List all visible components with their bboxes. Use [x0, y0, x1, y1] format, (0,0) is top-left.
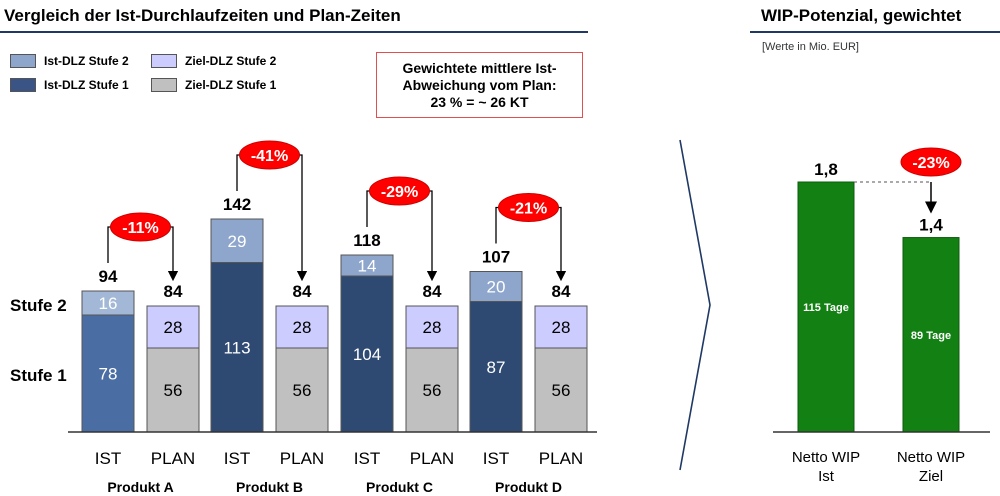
legend-swatch [151, 78, 177, 92]
legend-label: Ziel-DLZ Stufe 1 [185, 78, 277, 92]
legend-ist-stufe1: Ist-DLZ Stufe 1 [10, 76, 129, 94]
bar-value-label: 56 [164, 381, 183, 400]
bar-ist-stufe2 [81, 290, 135, 316]
bar-total-label: 94 [99, 267, 118, 286]
legend-ziel-stufe1: Ziel-DLZ Stufe 1 [151, 76, 276, 94]
bar-total-label: 118 [353, 231, 380, 250]
wip-value-label: 1,8 [814, 160, 838, 179]
deviation-label: -29% [381, 184, 418, 201]
bar-plan-stufe2 [405, 305, 459, 349]
wip-category-label-line2: Ziel [919, 468, 943, 485]
bar-value-label: 104 [353, 345, 381, 364]
bar-value-label: 78 [99, 365, 118, 384]
x-tick-label: IST [224, 449, 250, 468]
bar-ist-stufe1 [210, 262, 264, 433]
bar-value-label: 56 [293, 381, 312, 400]
bar-value-label: 29 [228, 232, 247, 251]
x-tick-label: PLAN [539, 449, 583, 468]
bar-value-label: 56 [552, 381, 571, 400]
group-label: Produkt D [495, 479, 562, 495]
x-tick-label: PLAN [151, 449, 195, 468]
legend-label: Ziel-DLZ Stufe 2 [185, 54, 277, 68]
note-line-1: Gewichtete mittlere Ist- [402, 59, 557, 76]
deviation-ellipse [369, 176, 430, 206]
wip-deviation-ellipse [900, 147, 962, 177]
chevron-separator [679, 139, 711, 471]
right-title-rule [750, 31, 1000, 33]
bar-plan-stufe2 [534, 305, 588, 349]
right-panel-subtitle: [Werte in Mio. EUR] [762, 41, 859, 53]
wip-category-label-line1: Netto WIP [897, 449, 965, 466]
legend-swatch [151, 54, 177, 68]
deviation-ellipse [498, 193, 559, 222]
group-label: Produkt C [366, 479, 433, 495]
right-panel-title: WIP-Potenzial, gewichtet [761, 6, 962, 25]
group-label: Produkt A [107, 479, 173, 495]
legend-ist-stufe2: Ist-DLZ Stufe 2 [10, 52, 129, 70]
bar-value-label: 28 [293, 318, 312, 337]
x-tick-label: PLAN [410, 449, 454, 468]
deviation-ellipse [110, 212, 171, 242]
deviation-ellipse [239, 140, 300, 170]
wip-value-label: 1,4 [919, 216, 943, 235]
bar-total-label: 142 [223, 195, 251, 214]
bar-ist-stufe2 [469, 271, 523, 302]
bar-plan-stufe2 [146, 305, 200, 349]
bar-value-label: 28 [552, 318, 571, 337]
legend-ziel-stufe2: Ziel-DLZ Stufe 2 [151, 52, 276, 70]
bar-value-label: 14 [358, 257, 377, 276]
deviation-label: -11% [122, 220, 158, 237]
wip-bar [902, 237, 960, 433]
wip-category-label-line2: Ist [818, 468, 835, 485]
bar-value-label: 20 [487, 278, 506, 297]
x-tick-label: IST [95, 449, 121, 468]
bar-total-label: 84 [164, 282, 183, 301]
bar-total-label: 84 [423, 282, 442, 301]
stage-label-stufe2: Stufe 2 [10, 296, 67, 315]
bar-plan-stufe1 [405, 347, 459, 433]
note-line-2: Abweichung vom Plan: [402, 76, 557, 93]
legend-swatch [10, 54, 36, 68]
deviation-note-box: Gewichtete mittlere Ist- Abweichung vom … [376, 52, 583, 118]
bar-ist-stufe2 [210, 218, 264, 263]
group-label: Produkt B [236, 479, 303, 495]
bar-plan-stufe1 [534, 347, 588, 433]
left-title-rule [0, 31, 588, 33]
bar-value-label: 56 [423, 381, 442, 400]
x-tick-label: IST [483, 449, 509, 468]
bar-value-label: 28 [423, 318, 442, 337]
note-line-3: 23 % = ~ 26 KT [430, 93, 529, 110]
wip-bar-inner-label: 89 Tage [911, 330, 951, 342]
wip-deviation-label: -23% [912, 155, 949, 172]
bar-total-label: 107 [482, 248, 510, 267]
deviation-label: -41% [251, 148, 288, 165]
wip-bar-inner-label: 115 Tage [803, 302, 849, 314]
left-panel-title: Vergleich der Ist-Durchlaufzeiten und Pl… [4, 6, 401, 25]
bar-value-label: 87 [487, 358, 506, 377]
deviation-label: -21% [510, 201, 547, 218]
bar-ist-stufe1 [469, 301, 523, 433]
wip-category-label-line1: Netto WIP [792, 449, 860, 466]
bar-ist-stufe2 [340, 254, 394, 277]
bar-total-label: 84 [552, 282, 571, 301]
bar-plan-stufe2 [275, 305, 329, 349]
legend-label: Ist-DLZ Stufe 1 [44, 78, 129, 92]
bar-value-label: 113 [223, 338, 250, 357]
x-tick-label: IST [354, 449, 380, 468]
stage-label-stufe1: Stufe 1 [10, 366, 67, 385]
bar-total-label: 84 [293, 282, 312, 301]
x-tick-label: PLAN [280, 449, 324, 468]
legend-swatch [10, 78, 36, 92]
legend-label: Ist-DLZ Stufe 2 [44, 54, 129, 68]
bar-value-label: 28 [164, 318, 183, 337]
bar-value-label: 16 [99, 294, 118, 313]
